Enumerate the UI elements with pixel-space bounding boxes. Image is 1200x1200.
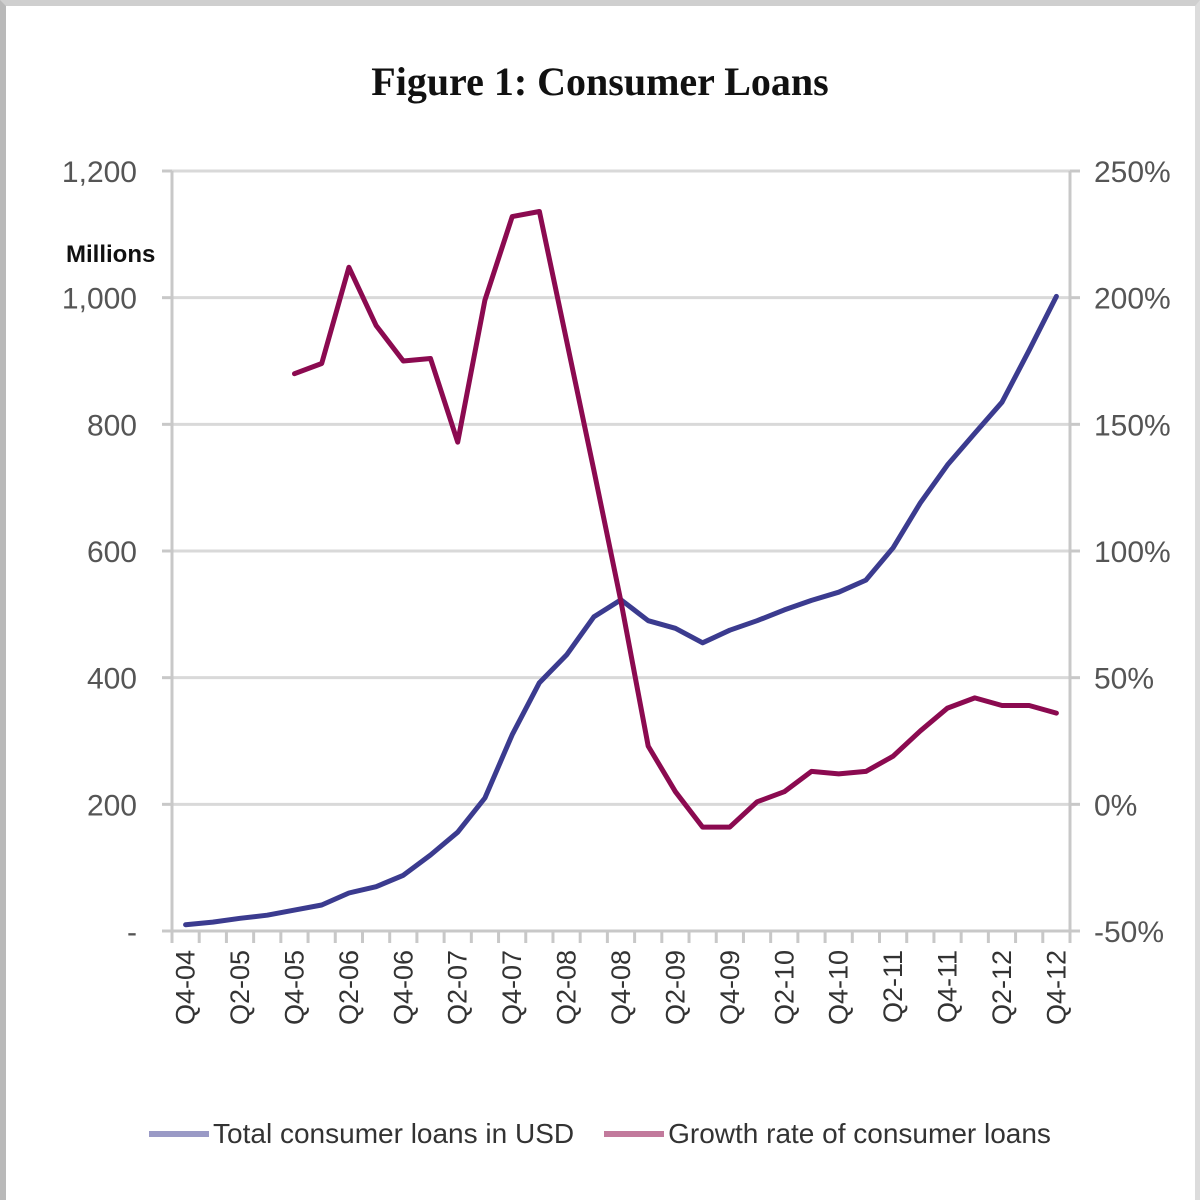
x-axis-tick-label: Q2-11: [878, 950, 908, 1023]
x-axis-ticks: Q4-04 Q2-05 Q4-05 Q2-06 Q4-06 Q2-07 Q4-07 Q2-08…: [170, 931, 1072, 1025]
right-axis-tick-label: 0%: [1094, 789, 1137, 822]
legend-item-total-loans: Total consumer loans in USD: [149, 1118, 574, 1150]
left-axis-tick-label: 200: [87, 789, 137, 822]
chart-title: Figure 1: Consumer Loans: [371, 59, 829, 104]
right-axis-ticks: -50% 0% 50% 100% 150% 200% 250%: [1070, 156, 1171, 949]
right-axis-tick-label: 200%: [1094, 283, 1171, 316]
x-axis-tick-label: Q4-08: [606, 950, 636, 1025]
x-axis-tick-label: Q4-04: [171, 950, 201, 1025]
left-axis-tick-label: 400: [87, 663, 137, 696]
right-axis-tick-label: 150%: [1094, 409, 1171, 442]
legend-label-growth-rate: Growth rate of consumer loans: [668, 1118, 1051, 1149]
right-axis-tick-label: 250%: [1094, 156, 1171, 189]
left-axis-ticks: - 200 400 600 800 1,000 1,200: [62, 156, 172, 949]
left-axis-tick-label: 800: [87, 409, 137, 442]
right-axis-tick-label: -50%: [1094, 916, 1164, 949]
x-axis-tick-label: Q4-07: [497, 950, 527, 1025]
right-axis-tick-label: 50%: [1094, 663, 1154, 696]
right-axis-tick-label: 100%: [1094, 536, 1171, 569]
x-axis-tick-label: Q2-05: [225, 950, 255, 1025]
gridlines: [172, 169, 1070, 806]
x-axis-tick-label: Q4-06: [388, 950, 418, 1025]
legend-label-total-loans: Total consumer loans in USD: [213, 1118, 575, 1149]
left-axis-tick-label: -: [127, 916, 137, 949]
x-axis-tick-label: Q2-07: [443, 950, 473, 1025]
x-axis-tick-label: Q4-09: [715, 950, 745, 1025]
x-axis-tick-label: Q4-10: [824, 950, 854, 1025]
x-axis-tick-label: Q4-05: [279, 950, 309, 1025]
x-axis-tick-label: Q2-08: [552, 950, 582, 1025]
left-axis-tick-label: 600: [87, 536, 137, 569]
x-axis-tick-label: Q2-12: [987, 950, 1017, 1025]
x-axis-tick-label: Q2-06: [334, 950, 364, 1025]
x-axis-tick-label: Q2-09: [660, 950, 690, 1025]
x-axis-tick-label: Q4-11: [933, 950, 963, 1023]
series-growth-rate-line: [292, 209, 1059, 830]
axes: [170, 171, 1072, 941]
left-axis-tick-label: 1,000: [62, 283, 137, 316]
x-axis-tick-label: Q4-12: [1041, 950, 1071, 1025]
legend-swatch-blue: [149, 1131, 210, 1137]
legend-swatch-red: [604, 1131, 665, 1137]
legend-item-growth-rate: Growth rate of consumer loans: [604, 1118, 1051, 1150]
left-axis-tick-label: 1,200: [62, 156, 137, 189]
left-axis-unit-label: Millions: [66, 241, 155, 268]
x-axis-tick-label: Q2-10: [769, 950, 799, 1025]
legend: Total consumer loans in USD Growth rate …: [0, 1118, 1200, 1150]
